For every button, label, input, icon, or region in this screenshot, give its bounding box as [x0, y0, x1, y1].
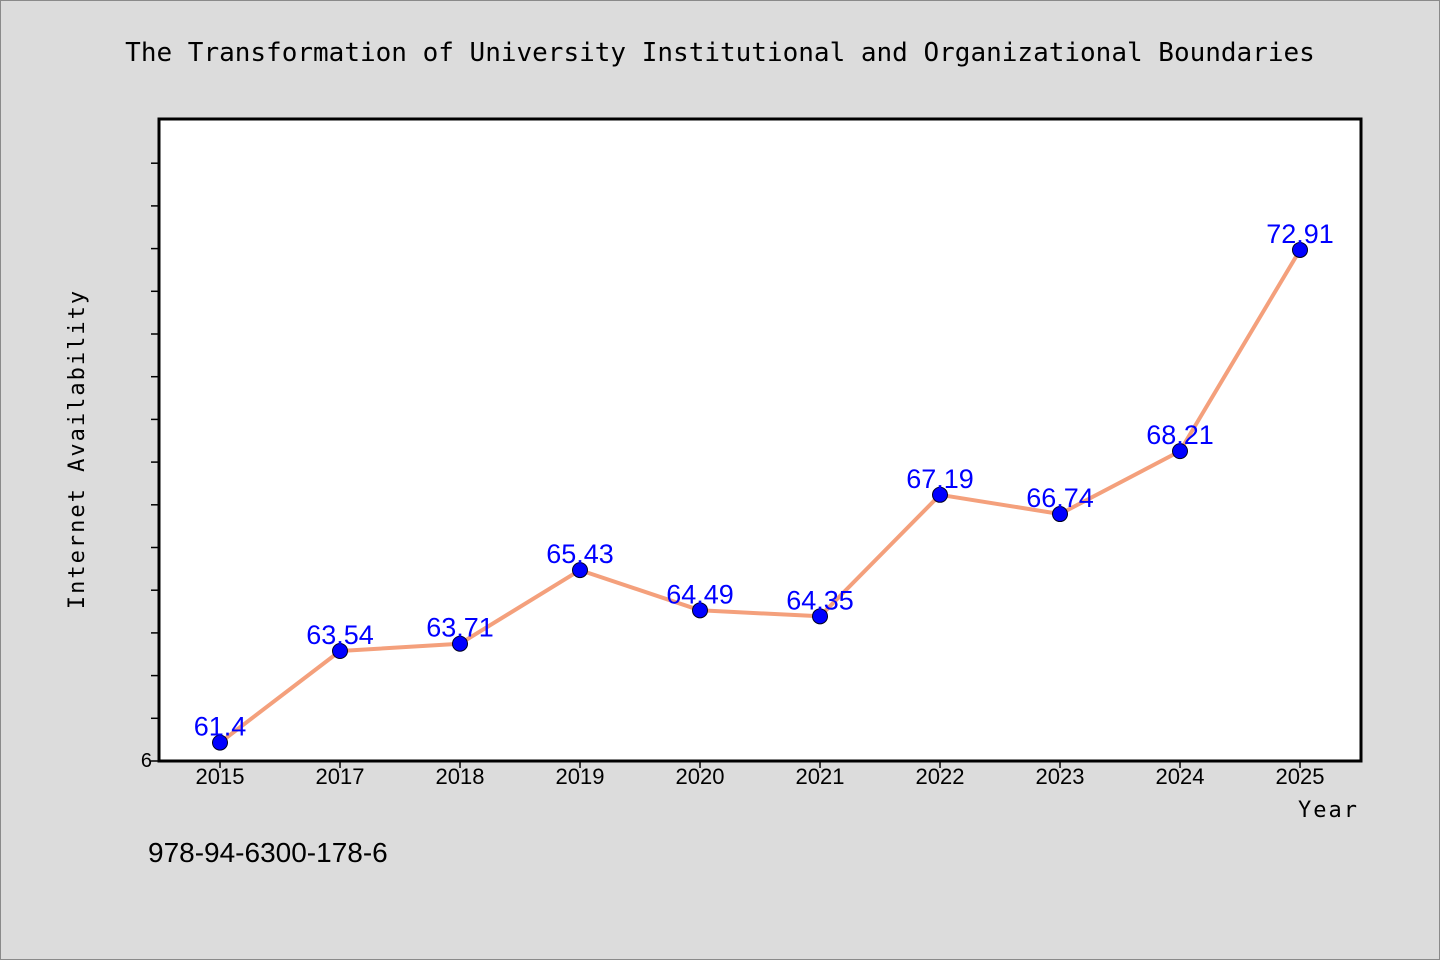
data-point: [812, 608, 828, 625]
y-axis-ticks: [151, 162, 159, 762]
data-label: 67.19: [906, 464, 974, 494]
x-tick-label: 2018: [436, 764, 485, 789]
data-label: 61.4: [194, 712, 247, 742]
chart-title: The Transformation of University Institu…: [125, 38, 1315, 68]
data-point: [1052, 506, 1068, 523]
plot-area: [157, 117, 1363, 763]
isbn-footer: 978-94-6300-178-6: [148, 837, 388, 868]
data-label: 68.21: [1146, 420, 1214, 450]
data-point: [932, 486, 948, 503]
data-label: 64.35: [786, 585, 854, 615]
x-tick-label: 2020: [676, 764, 725, 789]
x-axis-ticks: [219, 761, 1301, 768]
data-label: 63.71: [426, 613, 494, 643]
data-point: [692, 602, 708, 619]
data-point: [1292, 241, 1308, 258]
data-label: 66.74: [1026, 483, 1094, 513]
x-axis-tick-labels: 2015 2017 2018 2019 2020 2021 2022 2023 2024 2025: [196, 764, 1325, 789]
x-tick-label: 2023: [1036, 764, 1085, 789]
x-tick-label: 2017: [316, 764, 365, 789]
x-axis-title: Year: [1298, 798, 1359, 823]
x-tick-label: 2025: [1276, 764, 1325, 789]
data-label: 72.91: [1266, 219, 1334, 249]
data-point: [212, 734, 228, 751]
data-labels: 61.4 63.54 63.71 65.43 64.49 64.35 67.19 66.74 6…: [194, 219, 1334, 742]
x-tick-label: 2015: [196, 764, 245, 789]
y-tick-label: 6: [141, 750, 152, 772]
data-label: 63.54: [306, 620, 374, 650]
data-point: [452, 635, 468, 652]
y-axis-title: Internet Availability: [65, 289, 90, 609]
x-tick-label: 2024: [1156, 764, 1205, 789]
data-label: 65.43: [546, 539, 614, 569]
data-point: [1172, 443, 1188, 460]
x-tick-label: 2022: [916, 764, 965, 789]
x-tick-label: 2019: [556, 764, 605, 789]
data-point: [332, 643, 348, 660]
data-point: [572, 562, 588, 579]
series-line: [218, 248, 1302, 745]
x-tick-label: 2021: [796, 764, 845, 789]
series-markers: [212, 241, 1308, 751]
data-label: 64.49: [666, 579, 734, 609]
